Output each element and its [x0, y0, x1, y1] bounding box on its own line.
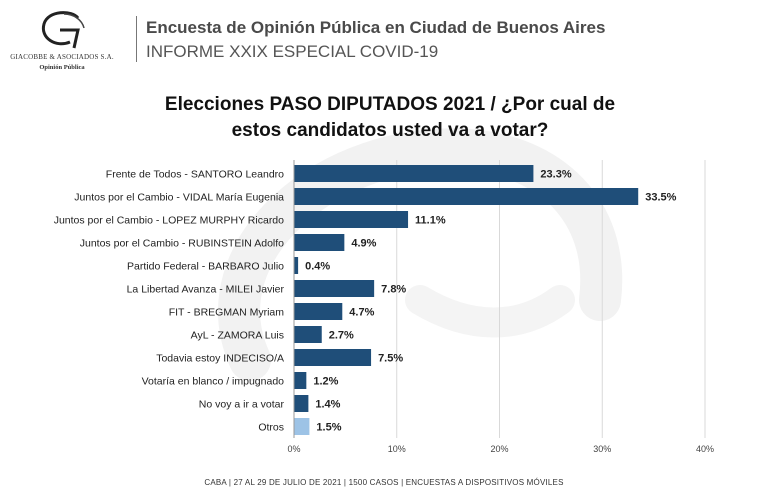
bar [294, 188, 639, 205]
value-label: 11.1% [415, 215, 446, 227]
bar [294, 234, 345, 251]
bar [294, 211, 409, 228]
bar [294, 326, 322, 343]
category-label: Frente de Todos - SANTORO Leandro [106, 169, 284, 181]
bar [294, 418, 310, 435]
bar [294, 280, 375, 297]
bar [294, 349, 372, 366]
category-label: Juntos por el Cambio - LOPEZ MURPHY Rica… [54, 215, 284, 227]
bar [294, 395, 309, 412]
report-title: Encuesta de Opinión Pública en Ciudad de… [146, 18, 606, 37]
category-label: No voy a ir a votar [199, 399, 285, 411]
x-tick-label: 30% [593, 444, 611, 454]
bar [294, 303, 343, 320]
bar [294, 257, 299, 274]
value-label: 0.4% [305, 261, 330, 273]
chart-title-line-2: estos candidatos usted va a votar? [231, 120, 549, 141]
header-divider [136, 16, 137, 62]
value-label: 4.7% [349, 307, 374, 319]
chart-title-line-1: Elecciones PASO DIPUTADOS 2021 / ¿Por cu… [164, 94, 616, 115]
value-label: 33.5% [645, 192, 676, 204]
x-tick-label: 20% [490, 444, 508, 454]
category-label: AyL - ZAMORA Luis [191, 330, 284, 342]
value-label: 23.3% [540, 169, 571, 181]
value-label: 2.7% [329, 330, 354, 342]
value-label: 1.4% [315, 399, 340, 411]
value-label: 1.2% [313, 376, 338, 388]
value-label: 4.9% [351, 238, 376, 250]
value-label: 7.8% [381, 284, 406, 296]
bar [294, 165, 534, 182]
footer-note: CABA | 27 AL 29 DE JULIO DE 2021 | 1500 … [204, 478, 564, 487]
logo-company-name: GIACOBBE & ASOCIADOS S.A. [10, 53, 114, 61]
value-label: 1.5% [316, 422, 341, 434]
category-label: Votaría en blanco / impugnado [142, 376, 285, 388]
report-subtitle: INFORME XXIX ESPECIAL COVID-19 [146, 42, 439, 61]
x-tick-label: 0% [287, 444, 300, 454]
x-tick-label: 40% [696, 444, 714, 454]
company-logo: GIACOBBE & ASOCIADOS S.A. Opinión Públic… [6, 8, 116, 78]
category-label: La Libertad Avanza - MILEI Javier [127, 284, 285, 296]
category-label: Juntos por el Cambio - VIDAL María Eugen… [74, 192, 284, 204]
category-label: FIT - BREGMAN Myriam [169, 307, 285, 319]
category-label: Partido Federal - BARBARO Julio [127, 261, 284, 273]
bar [294, 372, 307, 389]
giacobbe-logo-icon [41, 11, 85, 49]
chart-title: Elecciones PASO DIPUTADOS 2021 / ¿Por cu… [100, 92, 680, 144]
value-label: 7.5% [378, 353, 403, 365]
category-label: Otros [258, 422, 284, 434]
x-tick-label: 10% [388, 444, 406, 454]
category-label: Todavia estoy INDECISO/A [156, 353, 284, 365]
logo-subtitle: Opinión Pública [39, 64, 85, 71]
category-label: Juntos por el Cambio - RUBINSTEIN Adolfo [80, 238, 284, 250]
